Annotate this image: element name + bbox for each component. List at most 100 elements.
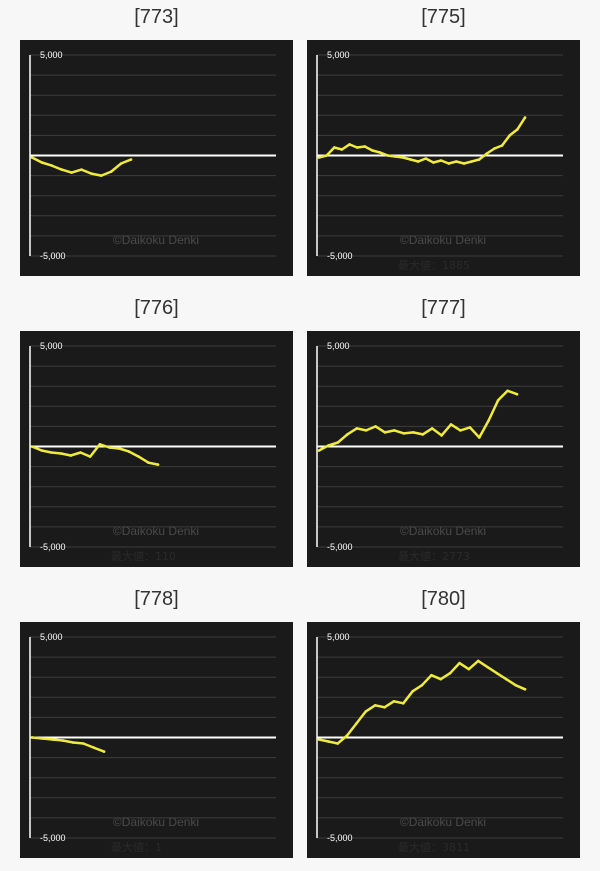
max-value-label: 最大値：110 <box>111 549 176 563</box>
data-point <box>156 463 160 466</box>
data-point <box>459 429 462 432</box>
series-line <box>30 736 106 753</box>
data-point <box>345 433 349 436</box>
max-value-label: 最大値：2773 <box>398 549 470 563</box>
data-point <box>88 455 92 458</box>
data-point <box>71 741 75 744</box>
data-point <box>325 154 328 157</box>
chart-775: 5,000 -5,000 ©Daikoku Denki 最大値：1885 <box>307 40 580 276</box>
data-point <box>392 700 396 703</box>
y-tick-label-bottom: -5,000 <box>327 542 353 552</box>
max-value-label: 最大値：1885 <box>398 258 470 272</box>
plot-background <box>20 40 293 276</box>
data-point <box>447 162 451 165</box>
data-point <box>117 447 121 450</box>
data-point <box>60 168 63 171</box>
data-point <box>458 661 461 665</box>
data-point <box>30 445 34 448</box>
data-point <box>317 156 321 159</box>
y-tick-label-top: 5,000 <box>327 632 350 642</box>
data-point <box>486 665 489 669</box>
chart-773: 5,000 -5,000 ©Daikoku Denki <box>20 40 293 276</box>
watermark-label: ©Daikoku Denki <box>400 524 486 538</box>
chart-panel-773: [773] 5,000 -5,000 ©Daikoku Denki <box>20 0 293 280</box>
data-point <box>340 148 344 151</box>
data-point <box>80 168 83 171</box>
data-point <box>119 162 123 165</box>
data-point <box>468 426 472 429</box>
y-tick-label-bottom: -5,000 <box>327 251 353 261</box>
data-point <box>59 452 63 455</box>
data-point <box>69 454 73 457</box>
y-tick-label-bottom: -5,000 <box>327 833 353 843</box>
data-point <box>411 689 414 693</box>
data-point <box>30 736 34 739</box>
data-point <box>355 722 358 725</box>
data-point <box>336 441 340 444</box>
data-point <box>336 742 340 745</box>
chart-title: [773] <box>134 6 179 28</box>
series-line <box>317 389 519 452</box>
data-point <box>100 174 103 177</box>
data-point <box>327 444 330 447</box>
data-point <box>50 451 53 454</box>
data-point <box>30 156 34 159</box>
chart-780: 5,000 -5,000 ©Daikoku Denki 最大値：3811 <box>307 622 580 858</box>
data-point <box>476 659 480 663</box>
chart-panel-776: [776] 5,000 -5,000 ©Daikoku Denki 最大値：110 <box>20 291 293 571</box>
data-point <box>129 158 133 161</box>
data-point <box>90 172 93 175</box>
data-point <box>523 687 527 691</box>
data-point <box>439 159 443 162</box>
data-point <box>108 446 111 449</box>
data-point <box>345 734 349 737</box>
data-point <box>109 170 113 173</box>
data-point <box>378 151 382 154</box>
data-point <box>327 740 330 743</box>
y-tick-label-top: 5,000 <box>327 341 350 351</box>
chart-panel-777: [777] 5,000 -5,000 ©Daikoku Denki 最大値：2773 <box>307 291 580 571</box>
data-point <box>470 160 473 163</box>
y-tick-label-top: 5,000 <box>40 632 63 642</box>
data-point <box>40 449 43 452</box>
chart-panel-780: [780] 5,000 -5,000 ©Daikoku Denki 最大値：3811 <box>307 582 580 862</box>
data-point <box>147 461 150 464</box>
chart-title: [775] <box>421 6 466 28</box>
y-tick-label-top: 5,000 <box>40 50 63 60</box>
data-point <box>508 134 512 137</box>
data-point <box>317 738 321 741</box>
data-point <box>514 683 517 687</box>
series-line <box>317 116 527 165</box>
data-point <box>416 160 420 163</box>
data-point <box>424 157 428 160</box>
data-point <box>402 432 406 435</box>
watermark-label: ©Daikoku Denki <box>113 815 199 829</box>
max-value-label: 最大値：1 <box>111 840 162 854</box>
data-point <box>516 128 519 131</box>
data-point <box>61 739 65 742</box>
data-point <box>439 677 443 681</box>
data-point <box>432 161 435 164</box>
data-point <box>477 158 481 161</box>
data-point <box>393 429 396 432</box>
chart-777: 5,000 -5,000 ©Daikoku Denki 最大値：2773 <box>307 331 580 567</box>
series-line <box>30 443 160 466</box>
watermark-label: ©Daikoku Denki <box>113 524 199 538</box>
data-point <box>401 702 405 705</box>
y-tick-label-top: 5,000 <box>327 50 350 60</box>
max-value-label: 最大値：3811 <box>398 840 470 854</box>
data-point <box>50 164 54 167</box>
plot-background <box>20 331 293 567</box>
data-point <box>401 156 405 159</box>
data-point <box>430 427 434 430</box>
data-point <box>455 160 458 163</box>
data-point <box>374 425 377 428</box>
data-point <box>98 442 102 446</box>
data-point <box>40 737 44 740</box>
chart-title: [777] <box>421 297 466 319</box>
y-tick-label-bottom: -5,000 <box>40 251 66 261</box>
data-point <box>348 143 351 146</box>
data-point <box>92 746 96 749</box>
data-point <box>102 750 106 753</box>
